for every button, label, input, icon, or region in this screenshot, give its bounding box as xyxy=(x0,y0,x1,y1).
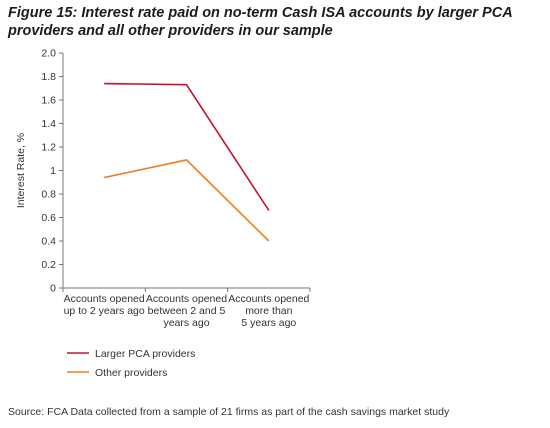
y-tick-label: 0.6 xyxy=(41,212,56,224)
y-tick-label: 1.6 xyxy=(41,95,56,107)
y-tick-label: 1.8 xyxy=(41,71,56,83)
y-tick-label: 0.2 xyxy=(41,259,56,271)
x-category-label: Accounts opened up to 2 years ago xyxy=(64,293,145,317)
x-category-label: Accounts opened more than 5 years ago xyxy=(228,293,309,329)
legend-label: Larger PCA providers xyxy=(95,348,195,360)
series-line-larger-pca-providers xyxy=(104,82,270,211)
y-tick-label: 2.0 xyxy=(41,48,56,60)
y-axis-title: Interest Rate, % xyxy=(15,133,27,208)
y-tick-label: 0.8 xyxy=(41,189,56,201)
series-line-other-providers xyxy=(103,159,270,242)
figure-title: Figure 15: Interest rate paid on no-term… xyxy=(8,5,513,39)
y-tick-label: 1.2 xyxy=(41,142,56,154)
y-tick-label: 0.4 xyxy=(41,236,56,248)
y-tick-label: 1 xyxy=(50,165,56,177)
legend-label: Other providers xyxy=(95,367,167,379)
x-category-label: Accounts opened between 2 and 5 years ago xyxy=(146,293,227,329)
source-note: Source: FCA Data collected from a sample… xyxy=(8,406,450,418)
y-tick-label: 0 xyxy=(50,283,56,295)
y-tick-label: 1.4 xyxy=(41,118,56,130)
